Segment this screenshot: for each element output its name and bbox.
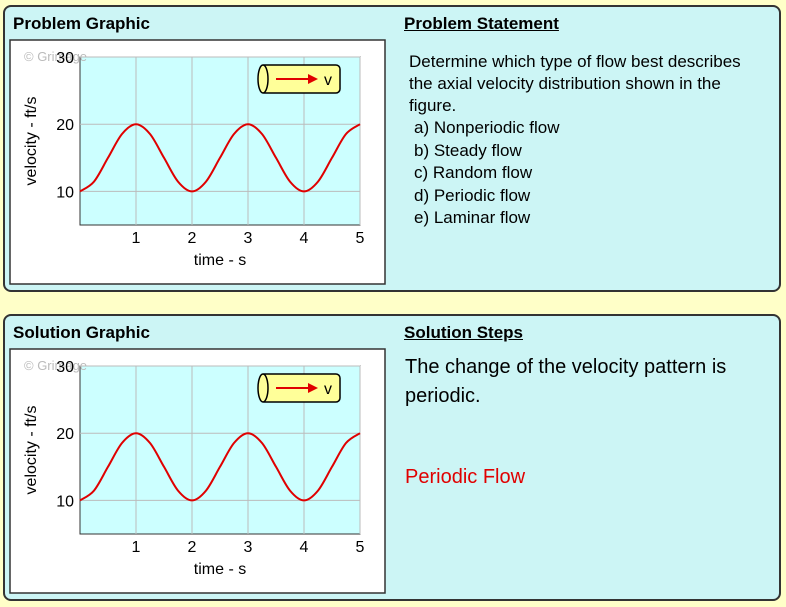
option: e) Laminar flow	[414, 208, 531, 227]
option: c) Random flow	[414, 163, 533, 182]
pipe-end	[257, 373, 269, 403]
options: a) Nonperiodic flow b) Steady flow c) Rand…	[414, 117, 560, 230]
answer: Periodic Flow	[405, 466, 526, 488]
x-tick-label: 2	[188, 539, 197, 556]
watermark: © Grimage	[24, 49, 87, 64]
section-title: Solution Graphic	[13, 323, 150, 342]
x-tick-label: 3	[244, 230, 253, 247]
x-tick-label: 5	[356, 230, 365, 247]
y-axis-label: velocity - ft/s	[23, 97, 40, 186]
x-axis-label: time - s	[194, 252, 246, 269]
pipe-end	[257, 64, 269, 94]
y-tick-label: 20	[56, 117, 74, 134]
x-tick-label: 1	[132, 539, 141, 556]
section-title: Solution Steps	[404, 323, 523, 342]
x-tick-label: 4	[300, 539, 309, 556]
solution-chart: © Grimage 1 2 3 4 5 10 20 30 time - s velocity - f…	[9, 348, 386, 594]
icon-label: v	[324, 72, 332, 89]
option: d) Periodic flow	[414, 185, 531, 205]
velocity-line	[79, 123, 361, 193]
y-tick-label: 10	[56, 493, 74, 510]
x-tick-label: 3	[244, 539, 253, 556]
pipe-arrowhead	[308, 74, 318, 84]
y-tick-label: 10	[56, 184, 74, 201]
y-tick-label: 30	[56, 359, 74, 376]
velocity-line	[79, 432, 361, 502]
solution-steps: The change of the velocity pattern is pe…	[405, 356, 727, 407]
x-axis-label: time - s	[194, 561, 246, 578]
statement: Determine which type of flow best descri…	[409, 52, 741, 115]
x-tick-label: 4	[300, 230, 309, 247]
x-tick-label: 2	[188, 230, 197, 247]
pipe-arrowhead	[308, 383, 318, 393]
option: a) Nonperiodic flow	[414, 118, 560, 137]
watermark: © Grimage	[24, 358, 87, 373]
option: b) Steady flow	[414, 140, 522, 160]
y-axis-label: velocity - ft/s	[23, 406, 40, 495]
y-tick-label: 20	[56, 426, 74, 443]
y-tick-label: 30	[56, 50, 74, 67]
x-tick-label: 1	[132, 230, 141, 247]
icon-label: v	[324, 381, 332, 398]
section-title: Problem Statement	[404, 14, 559, 33]
problem-chart: © Grimage 1 2 3 4 5 10 20 30 time - s velocity - f…	[9, 39, 386, 285]
section-title: Problem Graphic	[13, 14, 150, 33]
x-tick-label: 5	[356, 539, 365, 556]
